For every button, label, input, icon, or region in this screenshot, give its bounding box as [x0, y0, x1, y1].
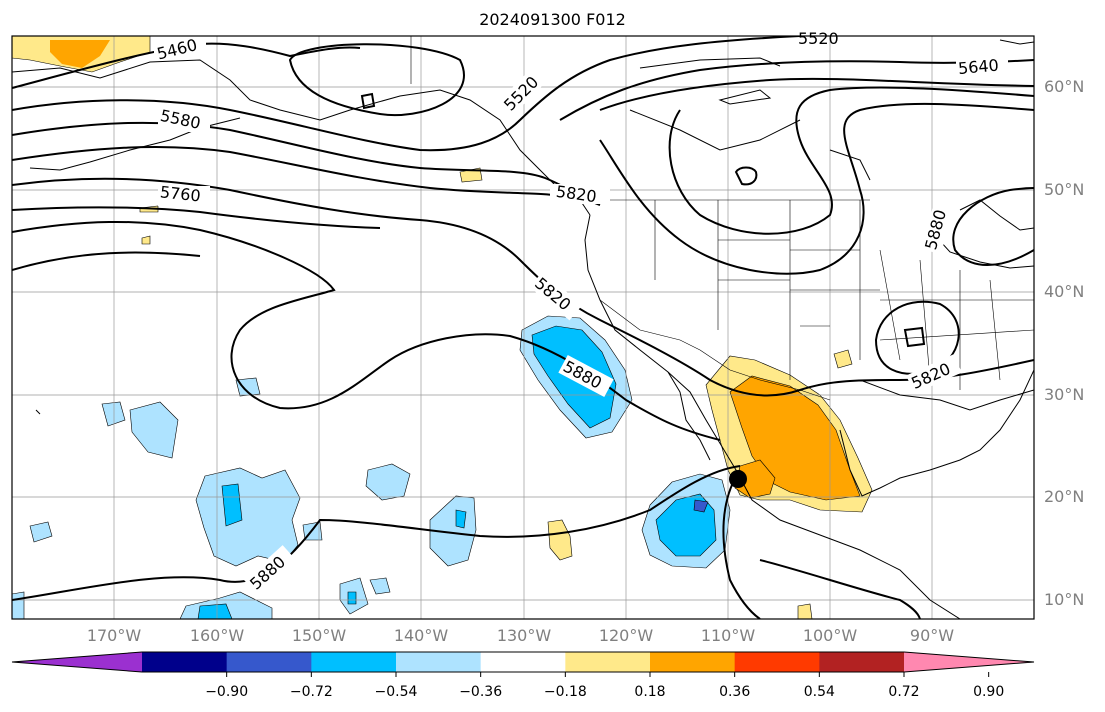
- contour-label: 5640: [957, 56, 999, 78]
- map-title: 2024091300 F012: [479, 10, 626, 29]
- colorbar-tick-label: 0.72: [888, 684, 920, 700]
- lat-label: 20°N: [1044, 487, 1085, 506]
- map-background: [12, 36, 1034, 619]
- lon-label: 90°W: [909, 626, 955, 645]
- lat-label: 60°N: [1044, 77, 1085, 96]
- colorbar-tick-label: 0.90: [973, 684, 1005, 700]
- colorbar-tick-label: 0.36: [719, 684, 751, 700]
- lon-label: 140°W: [393, 626, 449, 645]
- colorbar-tick-label: −0.36: [459, 684, 503, 700]
- lon-label: 110°W: [700, 626, 756, 645]
- lon-label: 150°W: [291, 626, 347, 645]
- lon-label: 130°W: [496, 626, 552, 645]
- map-frame: [11, 35, 1035, 620]
- colorbar-tick-label: −0.18: [543, 684, 587, 700]
- coastlines: [12, 39, 1034, 619]
- lon-label: 160°W: [189, 626, 245, 645]
- storm-marker: [729, 470, 747, 488]
- colorbar-tick-label: −0.90: [205, 684, 249, 700]
- lat-label: 40°N: [1044, 282, 1085, 301]
- gridlines: [12, 36, 1034, 619]
- contour-label: 5760: [159, 182, 201, 205]
- lat-label: 30°N: [1044, 385, 1085, 404]
- colorbar-tick-label: 0.18: [634, 684, 666, 700]
- lon-label: 170°W: [86, 626, 142, 645]
- colorbar-tick-label: −0.54: [374, 684, 418, 700]
- lon-label: 100°W: [802, 626, 858, 645]
- lat-label: 10°N: [1044, 590, 1085, 609]
- political-borders: [410, 36, 1034, 401]
- lon-label: 120°W: [598, 626, 654, 645]
- height-contours: [12, 36, 1034, 619]
- contour-label: 5520: [798, 29, 839, 48]
- colorbar-tick-label: −0.72: [289, 684, 333, 700]
- colorbar-tick-label: 0.54: [803, 684, 835, 700]
- lat-label: 50°N: [1044, 180, 1085, 199]
